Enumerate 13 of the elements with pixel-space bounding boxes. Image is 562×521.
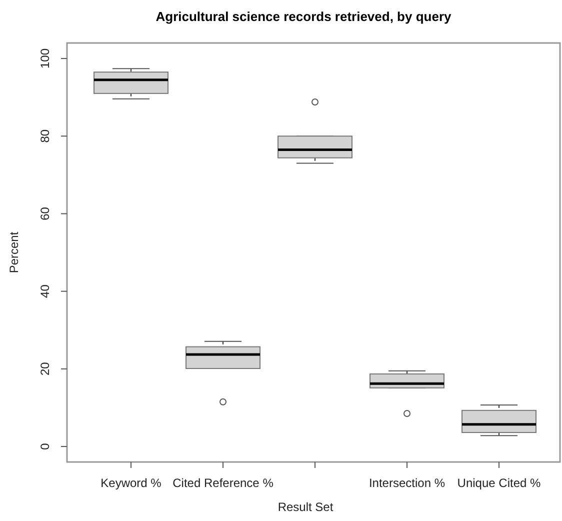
x-tick-label: Keyword % bbox=[100, 476, 162, 490]
y-tick-label: 20 bbox=[38, 362, 52, 376]
y-tick-label: 0 bbox=[38, 442, 52, 450]
x-tick-label: Cited Reference % bbox=[172, 476, 274, 490]
x-tick-label: Unique Cited % bbox=[457, 476, 542, 490]
x-axis-title: Result Set bbox=[278, 500, 334, 514]
y-tick-label: 80 bbox=[38, 129, 52, 143]
y-tick-label: 40 bbox=[38, 284, 52, 298]
y-axis-title: Percent bbox=[7, 231, 21, 274]
y-tick-label: 60 bbox=[38, 206, 52, 220]
y-tick-label: 100 bbox=[38, 48, 52, 69]
x-tick-label: Intersection % bbox=[368, 476, 446, 490]
chart-title: Agricultural science records retrieved, by query bbox=[156, 9, 452, 24]
